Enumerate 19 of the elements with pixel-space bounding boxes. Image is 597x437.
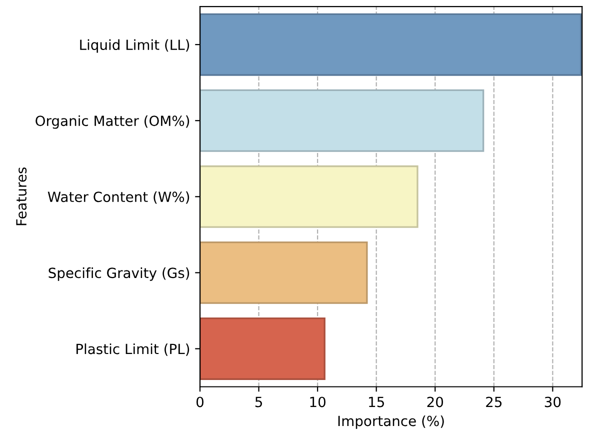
bar — [200, 241, 368, 304]
x-tick-label: 10 — [310, 396, 326, 408]
x-tick-label: 5 — [255, 396, 262, 408]
y-tick-label: Water Content (W%) — [48, 191, 190, 204]
bar — [200, 89, 484, 152]
y-tick-label: Organic Matter (OM%) — [36, 115, 190, 129]
x-tick-label: 20 — [427, 396, 444, 408]
bar — [200, 317, 326, 380]
y-tick-label: Plastic Limit (PL) — [76, 343, 190, 356]
x-tick-label: 30 — [544, 396, 561, 408]
y-tick-label: Liquid Limit (LL) — [80, 39, 190, 53]
x-tick-label: 0 — [196, 396, 204, 408]
y-axis-title: Features — [16, 167, 27, 226]
x-tick-label: 25 — [486, 396, 502, 408]
bar — [200, 13, 582, 76]
y-tick-label: Specific Gravity (Gs) — [48, 267, 190, 281]
x-axis-title: Importance (%) — [338, 415, 444, 429]
bar — [200, 165, 418, 228]
x-tick-label: 15 — [369, 396, 384, 408]
